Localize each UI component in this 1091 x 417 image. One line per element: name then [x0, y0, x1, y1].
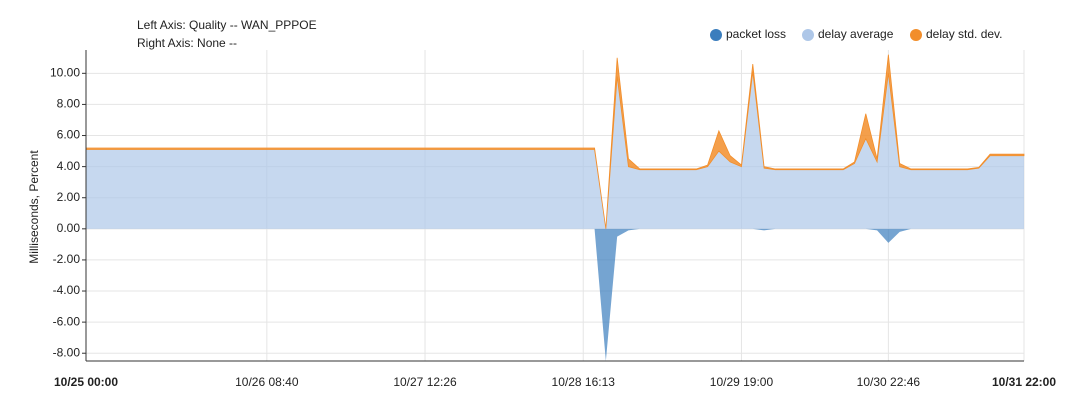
y-tick-label: 4.00 [57, 159, 81, 173]
x-tick-label: 10/27 12:26 [393, 375, 457, 389]
legend-swatch[interactable] [910, 29, 922, 41]
y-tick-label: -4.00 [53, 283, 81, 297]
packet-loss-area [86, 228, 1024, 361]
delay-std-dev-area [85, 54, 1025, 229]
x-tick-label: 10/25 00:00 [54, 375, 118, 389]
y-tick-label: -2.00 [53, 252, 81, 266]
delay-average-area [86, 71, 1024, 229]
y-tick-label: 2.00 [57, 190, 81, 204]
legend-label: delay average [818, 27, 894, 41]
y-tick-label: -8.00 [53, 345, 81, 359]
y-tick-label: -6.00 [53, 314, 81, 328]
legend-swatch[interactable] [710, 29, 722, 41]
y-tick-label: 6.00 [57, 128, 81, 142]
x-tick-label: 10/30 22:46 [857, 375, 921, 389]
legend-label: delay std. dev. [926, 27, 1003, 41]
y-axis-label: Milliseconds, Percent [27, 150, 41, 264]
header-line: Right Axis: None -- [137, 36, 237, 50]
legend-label: packet loss [726, 27, 786, 41]
header-line: Left Axis: Quality -- WAN_PPPOE [137, 18, 317, 32]
y-tick-label: 10.00 [50, 65, 80, 79]
legend-swatch[interactable] [802, 29, 814, 41]
y-tick-label: 0.00 [57, 221, 81, 235]
x-tick-label: 10/28 16:13 [552, 375, 616, 389]
x-tick-label: 10/31 22:00 [992, 375, 1056, 389]
x-tick-label: 10/26 08:40 [235, 375, 299, 389]
x-tick-label: 10/29 19:00 [710, 375, 774, 389]
y-tick-label: 8.00 [57, 97, 81, 111]
